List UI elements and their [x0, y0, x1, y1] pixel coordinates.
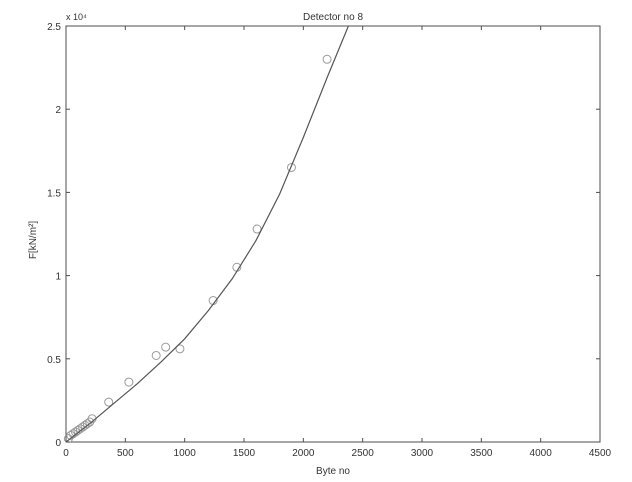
axis-ticks — [65, 25, 601, 443]
y-axis-label: F[kN/m²] — [28, 221, 39, 260]
data-point — [286, 162, 296, 172]
y-tick-label: 0.5 — [47, 355, 61, 366]
data-point — [75, 424, 85, 434]
y-tick-label: 1 — [55, 272, 61, 283]
data-point — [175, 344, 185, 354]
data-point — [252, 224, 262, 234]
x-tick-label: 2000 — [292, 448, 315, 459]
x-tick-label: 2500 — [352, 448, 375, 459]
series-layer — [63, 25, 349, 444]
data-point — [322, 54, 332, 64]
x-tick-label: 1000 — [174, 448, 197, 459]
y-exponent-label: x 10⁴ — [66, 12, 87, 22]
data-point — [78, 422, 88, 432]
y-tick-label: 2 — [55, 105, 61, 116]
y-tick-labels: 0 0.5 1 1.5 2 2.5 — [47, 22, 61, 449]
chart-title: Detector no 8 — [303, 12, 363, 23]
data-point — [161, 342, 171, 352]
data-point — [151, 350, 161, 360]
data-point — [104, 397, 114, 407]
x-tick-label: 1500 — [233, 448, 256, 459]
data-point — [80, 420, 90, 430]
data-point — [124, 377, 134, 387]
fit-curve — [65, 25, 349, 443]
data-point — [82, 419, 92, 429]
x-axis-label: Byte no — [316, 466, 350, 477]
x-tick-label: 4000 — [530, 448, 553, 459]
y-tick-label: 2.5 — [47, 22, 61, 33]
x-tick-label: 0 — [63, 448, 69, 459]
x-tick-label: 3000 — [411, 448, 434, 459]
x-tick-labels: 0 500 1000 1500 2000 2500 3000 3500 4000 4500 — [63, 448, 611, 459]
x-tick-label: 4500 — [589, 448, 612, 459]
x-tick-label: 3500 — [470, 448, 493, 459]
y-tick-label: 0 — [55, 438, 61, 449]
plot-area — [65, 25, 601, 443]
x-tick-label: 500 — [117, 448, 134, 459]
y-tick-label: 1.5 — [47, 188, 61, 199]
